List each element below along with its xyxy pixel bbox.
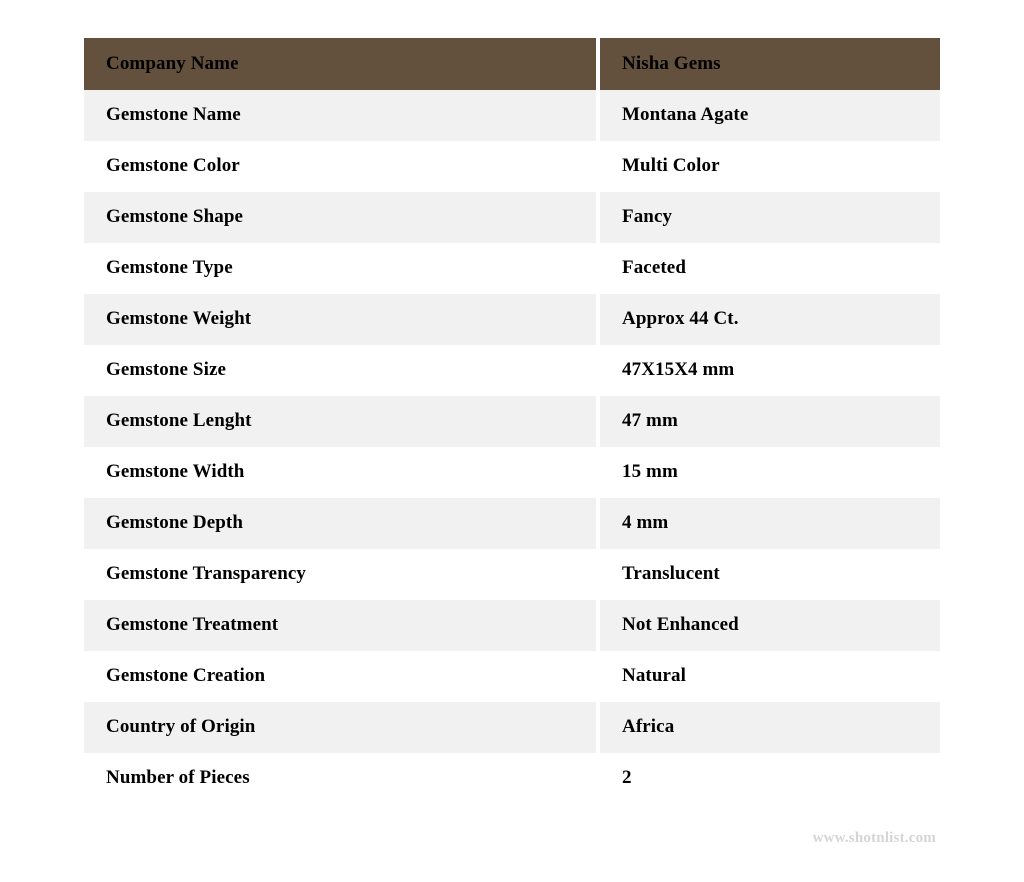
row-value: Fancy <box>600 192 940 243</box>
row-value: Translucent <box>600 549 940 600</box>
row-label: Gemstone Size <box>84 345 596 396</box>
table-row: Gemstone Treatment Not Enhanced <box>84 600 940 651</box>
table-header: Company Name Nisha Gems <box>84 38 940 90</box>
column-divider <box>596 294 600 345</box>
column-divider <box>596 753 600 804</box>
row-value: Multi Color <box>600 141 940 192</box>
column-divider <box>596 651 600 702</box>
column-divider <box>596 38 600 90</box>
table-row: Gemstone Shape Fancy <box>84 192 940 243</box>
row-label: Gemstone Type <box>84 243 596 294</box>
column-divider <box>596 498 600 549</box>
row-value: 2 <box>600 753 940 804</box>
column-divider <box>596 141 600 192</box>
column-divider <box>596 396 600 447</box>
table-row: Gemstone Color Multi Color <box>84 141 940 192</box>
row-label: Gemstone Name <box>84 90 596 141</box>
table-row: Gemstone Transparency Translucent <box>84 549 940 600</box>
column-divider <box>596 243 600 294</box>
row-label: Gemstone Treatment <box>84 600 596 651</box>
row-label: Gemstone Creation <box>84 651 596 702</box>
row-label: Gemstone Width <box>84 447 596 498</box>
column-divider <box>596 600 600 651</box>
row-label: Gemstone Color <box>84 141 596 192</box>
table-row: Gemstone Width 15 mm <box>84 447 940 498</box>
column-divider <box>596 90 600 141</box>
row-value: Not Enhanced <box>600 600 940 651</box>
table-body: Gemstone Name Montana Agate Gemstone Col… <box>84 90 940 804</box>
table-row: Gemstone Name Montana Agate <box>84 90 940 141</box>
row-value: Natural <box>600 651 940 702</box>
row-label: Gemstone Depth <box>84 498 596 549</box>
watermark: www.shotnlist.com <box>812 830 936 846</box>
row-label: Gemstone Weight <box>84 294 596 345</box>
column-divider <box>596 549 600 600</box>
column-divider <box>596 702 600 753</box>
gemstone-specification-table: Company Name Nisha Gems Gemstone Name Mo… <box>84 38 940 804</box>
row-value: Montana Agate <box>600 90 940 141</box>
header-value-company-name: Nisha Gems <box>600 38 940 90</box>
row-value: 47 mm <box>600 396 940 447</box>
table-row: Gemstone Lenght 47 mm <box>84 396 940 447</box>
row-label: Gemstone Shape <box>84 192 596 243</box>
table-row: Gemstone Depth 4 mm <box>84 498 940 549</box>
row-value: 4 mm <box>600 498 940 549</box>
header-label-company-name: Company Name <box>84 38 596 90</box>
row-value: Africa <box>600 702 940 753</box>
row-value: 47X15X4 mm <box>600 345 940 396</box>
row-value: 15 mm <box>600 447 940 498</box>
table-row: Gemstone Weight Approx 44 Ct. <box>84 294 940 345</box>
row-label: Gemstone Lenght <box>84 396 596 447</box>
table-row: Country of Origin Africa <box>84 702 940 753</box>
row-label: Country of Origin <box>84 702 596 753</box>
row-label: Gemstone Transparency <box>84 549 596 600</box>
column-divider <box>596 192 600 243</box>
table-row: Number of Pieces 2 <box>84 753 940 804</box>
table-row: Gemstone Type Faceted <box>84 243 940 294</box>
column-divider <box>596 345 600 396</box>
table-row: Gemstone Size 47X15X4 mm <box>84 345 940 396</box>
table-row: Gemstone Creation Natural <box>84 651 940 702</box>
column-divider <box>596 447 600 498</box>
row-value: Approx 44 Ct. <box>600 294 940 345</box>
table-header-row: Company Name Nisha Gems <box>84 38 940 90</box>
row-label: Number of Pieces <box>84 753 596 804</box>
row-value: Faceted <box>600 243 940 294</box>
